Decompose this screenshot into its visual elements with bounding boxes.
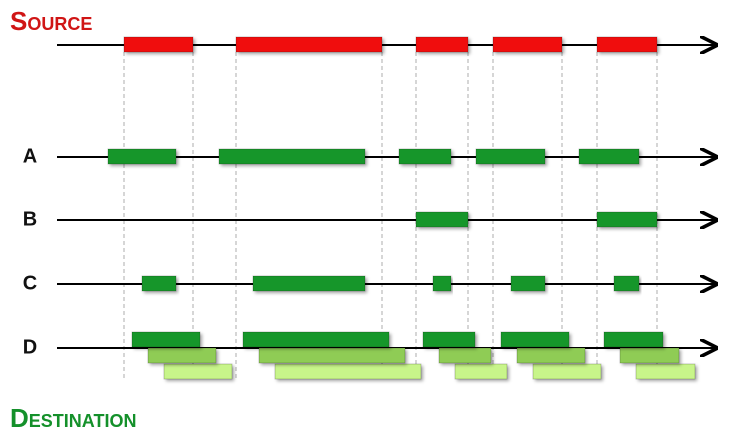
block [432, 275, 452, 292]
block [475, 148, 546, 165]
block [492, 36, 563, 53]
block [422, 331, 476, 348]
row-label: A [23, 145, 37, 167]
guides [123, 52, 658, 380]
block [235, 36, 383, 53]
destination-title: Destination [10, 403, 136, 433]
row-label: D [23, 336, 37, 358]
row-label: B [23, 208, 37, 230]
block [635, 363, 696, 380]
block [218, 148, 366, 165]
block [500, 331, 570, 348]
block [532, 363, 602, 380]
blocks [107, 36, 696, 380]
block [258, 347, 406, 364]
block [596, 211, 658, 228]
block [141, 275, 177, 292]
block [603, 331, 664, 348]
block [415, 211, 469, 228]
block [274, 363, 422, 380]
block [252, 275, 366, 292]
block [619, 347, 680, 364]
block [578, 148, 640, 165]
block [516, 347, 586, 364]
block [510, 275, 546, 292]
source-title: Source [10, 6, 92, 36]
block [131, 331, 201, 348]
timelines [57, 45, 716, 348]
block [613, 275, 640, 292]
block [242, 331, 390, 348]
block [438, 347, 492, 364]
block [415, 36, 469, 53]
block [596, 36, 658, 53]
block [123, 36, 194, 53]
row-label: C [23, 272, 37, 294]
block [163, 363, 233, 380]
block [454, 363, 508, 380]
block [107, 148, 177, 165]
block [147, 347, 217, 364]
block [398, 148, 452, 165]
